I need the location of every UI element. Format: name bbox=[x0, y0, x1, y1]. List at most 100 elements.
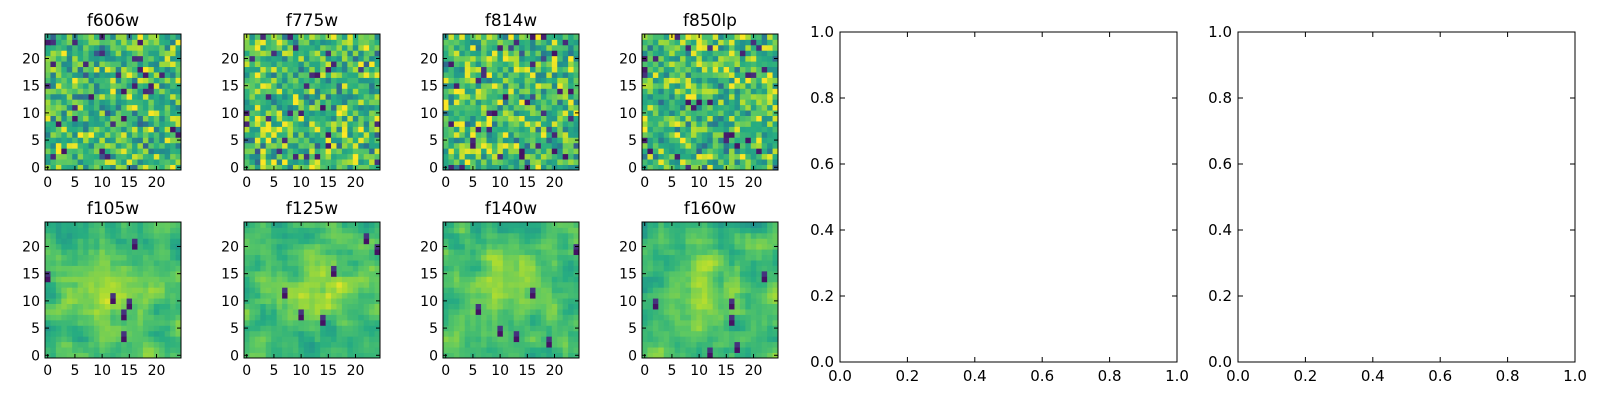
heatmap-cell bbox=[249, 281, 256, 288]
heatmap-cell bbox=[88, 325, 95, 332]
heatmap-cell bbox=[502, 131, 509, 138]
heatmap-cell bbox=[93, 159, 100, 165]
heatmap-cell bbox=[669, 104, 676, 111]
heatmap-cell bbox=[363, 153, 370, 160]
heatmap-cell bbox=[535, 292, 542, 299]
y-tick-label: 20 bbox=[22, 239, 40, 255]
heatmap-cell bbox=[551, 298, 558, 304]
heatmap-cell bbox=[249, 82, 256, 89]
heatmap-cell bbox=[491, 61, 498, 68]
heatmap-cell bbox=[61, 34, 68, 40]
heatmap-cell bbox=[459, 50, 466, 57]
heatmap-cell bbox=[170, 254, 176, 261]
heatmap-cell bbox=[61, 99, 68, 106]
heatmap-cell bbox=[707, 153, 714, 160]
heatmap-cell bbox=[562, 115, 569, 122]
heatmap-cell bbox=[287, 164, 294, 171]
heatmap-cell bbox=[685, 99, 692, 106]
heatmap-cell bbox=[459, 249, 466, 256]
heatmap-cell bbox=[314, 34, 321, 40]
heatmap-cell bbox=[481, 148, 487, 155]
heatmap-cell bbox=[642, 88, 648, 95]
y-tick-label: 5 bbox=[230, 321, 239, 337]
heatmap-cell bbox=[142, 260, 149, 266]
heatmap-cell bbox=[453, 347, 460, 353]
heatmap-cell bbox=[701, 276, 708, 283]
heatmap-cell bbox=[336, 352, 343, 359]
heatmap-cell bbox=[358, 61, 365, 68]
heatmap-cell bbox=[347, 336, 354, 343]
heatmap-cell bbox=[137, 131, 144, 138]
heatmap-cell bbox=[55, 298, 62, 304]
heatmap-cell bbox=[287, 34, 294, 40]
heatmap-cell bbox=[690, 325, 697, 332]
heatmap-cell bbox=[658, 137, 665, 144]
heatmap-cell bbox=[513, 121, 520, 127]
heatmap-cell bbox=[50, 292, 57, 299]
heatmap-cell bbox=[347, 88, 354, 95]
heatmap-cell bbox=[374, 39, 381, 46]
heatmap-cell bbox=[701, 142, 708, 149]
heatmap-cell bbox=[110, 104, 117, 111]
heatmap-cell bbox=[93, 281, 100, 288]
heatmap-cell bbox=[729, 287, 735, 294]
heatmap-cell bbox=[121, 34, 127, 40]
heatmap-cell bbox=[459, 39, 466, 46]
heatmap-cell bbox=[647, 298, 654, 304]
heatmap-cell bbox=[540, 265, 547, 272]
heatmap-cell bbox=[164, 319, 171, 326]
heatmap-cell bbox=[325, 238, 332, 245]
heatmap-cell bbox=[669, 115, 676, 122]
heatmap-cell bbox=[320, 249, 326, 256]
heatmap-cell bbox=[573, 265, 580, 272]
heatmap-cell bbox=[524, 104, 531, 111]
heatmap-cell bbox=[265, 72, 272, 78]
heatmap-cell bbox=[175, 314, 182, 321]
heatmap-cell bbox=[115, 227, 122, 234]
heatmap-cell bbox=[292, 99, 299, 106]
heatmap-cell bbox=[443, 104, 449, 111]
heatmap-cell bbox=[568, 34, 574, 40]
heatmap-cell bbox=[546, 164, 553, 171]
heatmap-cell bbox=[524, 50, 531, 57]
heatmap-cell bbox=[104, 341, 111, 348]
heatmap-cell bbox=[475, 44, 482, 51]
heatmap-cell bbox=[170, 93, 176, 100]
heatmap-cell bbox=[369, 222, 375, 228]
heatmap-cell bbox=[254, 243, 261, 250]
heatmap-cell bbox=[159, 93, 166, 100]
heatmap-cell bbox=[276, 243, 283, 250]
heatmap-cell bbox=[562, 72, 569, 78]
heatmap-cell bbox=[551, 99, 558, 106]
heatmap-cell bbox=[260, 55, 267, 62]
heatmap-cell bbox=[530, 164, 536, 171]
heatmap-cell bbox=[93, 336, 100, 343]
heatmap-cell bbox=[707, 142, 714, 149]
heatmap-cell bbox=[761, 99, 768, 106]
heatmap-cell bbox=[159, 148, 166, 155]
heatmap-cell bbox=[99, 270, 106, 277]
heatmap-cell bbox=[557, 309, 564, 315]
heatmap-cell bbox=[761, 336, 768, 343]
heatmap-cell bbox=[66, 137, 73, 144]
heatmap-cell bbox=[137, 281, 144, 288]
heatmap-cell bbox=[443, 153, 449, 160]
heatmap-cell bbox=[159, 77, 166, 84]
heatmap-cell bbox=[772, 292, 779, 299]
heatmap-cell bbox=[61, 303, 68, 310]
heatmap-cell bbox=[663, 159, 670, 165]
heatmap-cell bbox=[663, 72, 670, 78]
heatmap-cell bbox=[309, 227, 316, 234]
heatmap-cell bbox=[244, 227, 250, 234]
heatmap-cell bbox=[663, 341, 670, 348]
heatmap-cell bbox=[535, 352, 542, 359]
heatmap-cell bbox=[336, 238, 343, 245]
heatmap-cell bbox=[540, 260, 547, 266]
heatmap-cell bbox=[276, 66, 283, 73]
heatmap-cell bbox=[72, 99, 79, 106]
heatmap-cell bbox=[464, 72, 471, 78]
heatmap-cell bbox=[652, 292, 659, 299]
heatmap-cell bbox=[524, 260, 531, 266]
heatmap-cell bbox=[712, 298, 719, 304]
heatmap-cell bbox=[265, 66, 272, 73]
